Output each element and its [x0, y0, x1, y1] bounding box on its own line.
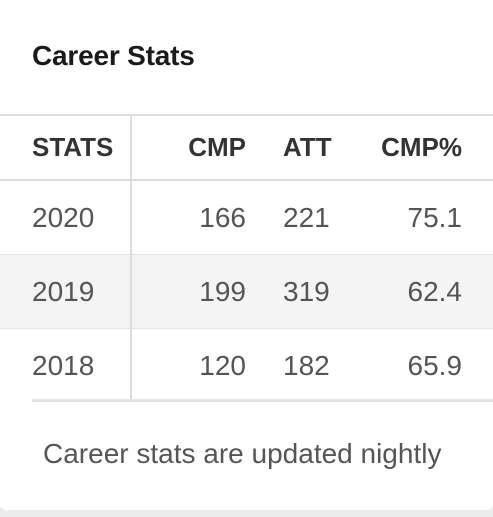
column-header-cmp: CMP: [188, 132, 246, 162]
column-divider: [130, 181, 132, 254]
column-header-stats: STATS: [32, 132, 114, 162]
table-row: 2020 166 221 75.1: [0, 181, 493, 255]
column-divider: [130, 116, 132, 179]
row-year: 2020: [32, 201, 95, 233]
row-att: 221: [283, 201, 330, 233]
column-divider: [130, 255, 132, 328]
column-divider: [130, 329, 132, 402]
row-cmp-pct: 65.9: [407, 349, 463, 381]
stats-table: STATS CMP ATT CMP% 2020 166 221 75.1 201…: [0, 114, 493, 402]
row-cmp: 120: [199, 349, 246, 381]
row-year: 2018: [32, 349, 95, 381]
card-footnote: Career stats are updated nightly: [43, 438, 442, 469]
table-bottom-divider: [32, 399, 493, 402]
row-att: 319: [283, 275, 330, 307]
row-year: 2019: [32, 275, 95, 307]
table-row: 2018 120 182 65.9: [0, 329, 493, 402]
column-header-cmp-pct: CMP%: [381, 132, 462, 162]
row-cmp-pct: 62.4: [407, 275, 463, 307]
row-cmp: 166: [199, 201, 246, 233]
table-header-row: STATS CMP ATT CMP%: [0, 116, 493, 181]
row-cmp: 199: [199, 275, 246, 307]
row-att: 182: [283, 349, 330, 381]
table-row: 2019 199 319 62.4: [0, 255, 493, 329]
column-header-att: ATT: [283, 132, 332, 162]
row-cmp-pct: 75.1: [407, 201, 463, 233]
card-title: Career Stats: [32, 40, 195, 71]
